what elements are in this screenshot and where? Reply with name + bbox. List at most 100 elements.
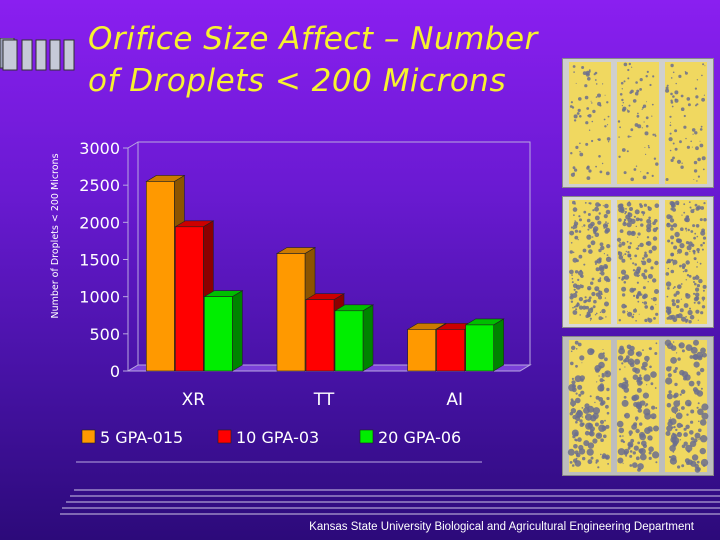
droplet-stain xyxy=(679,140,682,144)
droplet-stain xyxy=(598,424,606,432)
droplet-stain xyxy=(679,264,682,268)
droplet-stain xyxy=(655,407,658,409)
droplet-stain xyxy=(683,203,686,206)
droplet-stain xyxy=(604,265,608,269)
droplet-stain xyxy=(587,286,592,291)
droplet-stain xyxy=(648,456,652,460)
droplet-stain xyxy=(675,428,678,432)
droplet-stain xyxy=(689,430,694,435)
droplet-stain xyxy=(570,293,573,297)
droplet-stain xyxy=(647,281,649,283)
droplet-stain xyxy=(578,97,582,101)
droplet-stain xyxy=(700,311,704,315)
droplet-stain xyxy=(587,423,593,429)
droplet-stain xyxy=(643,253,648,258)
droplet-stain xyxy=(688,320,692,324)
droplet-stain xyxy=(604,419,606,422)
spray-card xyxy=(617,62,659,184)
droplet-stain xyxy=(579,355,585,361)
droplet-stain xyxy=(629,91,632,94)
droplet-stain xyxy=(649,365,652,369)
droplet-stain xyxy=(598,257,602,261)
droplet-stain xyxy=(582,305,587,310)
droplet-stain xyxy=(592,109,596,114)
droplet-stain xyxy=(683,211,686,214)
droplet-stain xyxy=(684,71,687,73)
droplet-stain xyxy=(572,207,578,212)
droplet-stain xyxy=(586,176,591,180)
droplet-stain xyxy=(671,105,674,108)
droplet-stain xyxy=(684,217,689,222)
droplet-stain xyxy=(699,437,702,440)
droplet-stain xyxy=(595,96,598,98)
droplet-stain xyxy=(685,137,687,140)
droplet-stain xyxy=(618,427,625,434)
droplet-stain xyxy=(573,71,575,73)
droplet-stain xyxy=(573,288,576,291)
droplet-stain xyxy=(636,247,639,250)
droplet-stain xyxy=(599,242,604,247)
droplet-stain xyxy=(573,214,575,216)
droplet-stain xyxy=(693,339,699,346)
droplet-stain xyxy=(667,421,673,427)
droplet-stain xyxy=(673,201,675,203)
droplet-stain xyxy=(677,248,683,254)
spray-card-image xyxy=(563,337,713,475)
droplet-stain xyxy=(621,303,627,309)
droplet-stain xyxy=(585,121,589,125)
droplet-stain xyxy=(589,395,592,398)
droplet-stain xyxy=(583,210,587,214)
droplet-stain xyxy=(607,463,609,465)
droplet-stain xyxy=(637,232,641,236)
legend-label: 10 GPA-03 xyxy=(236,428,319,447)
y-tick-label: 1500 xyxy=(79,251,120,270)
droplet-stain xyxy=(647,206,650,209)
droplet-stain xyxy=(670,227,674,231)
droplet-stain xyxy=(681,406,685,410)
droplet-stain xyxy=(695,146,699,151)
droplet-stain xyxy=(594,422,599,427)
droplet-stain xyxy=(685,230,687,232)
droplet-stain xyxy=(595,432,603,439)
droplet-stain xyxy=(575,145,579,149)
droplet-stain xyxy=(570,152,573,155)
droplet-stain xyxy=(579,152,584,157)
droplet-stain xyxy=(629,454,633,458)
droplet-stain xyxy=(671,406,679,414)
droplet-stain xyxy=(601,308,606,314)
droplet-stain xyxy=(670,63,674,68)
droplet-stain xyxy=(580,284,582,286)
droplet-stain xyxy=(570,101,573,104)
droplet-stain xyxy=(600,438,604,442)
droplet-stain xyxy=(605,171,610,176)
droplet-stain xyxy=(634,358,641,365)
droplet-stain xyxy=(625,208,627,210)
droplet-stain xyxy=(641,127,643,129)
droplet-stain xyxy=(571,377,574,380)
droplet-stain xyxy=(636,114,640,118)
droplet-stain xyxy=(570,226,574,229)
droplet-stain xyxy=(641,260,647,266)
droplet-stain xyxy=(575,412,582,419)
droplet-stain xyxy=(692,133,694,135)
droplet-stain xyxy=(685,293,689,297)
droplet-stain xyxy=(652,297,657,302)
bar-10-gpa-03-ai xyxy=(436,329,465,372)
droplet-stain xyxy=(645,153,647,155)
droplet-stain xyxy=(605,404,609,409)
droplet-stain xyxy=(695,309,700,314)
droplet-stain xyxy=(569,269,574,275)
droplet-stain xyxy=(644,412,652,420)
droplet-stain xyxy=(584,296,587,299)
droplet-stain xyxy=(648,446,654,452)
droplet-stain xyxy=(639,218,643,222)
droplet-stain xyxy=(672,259,678,265)
droplet-stain xyxy=(645,116,649,120)
droplet-stain xyxy=(654,387,657,389)
droplet-stain xyxy=(666,214,672,220)
droplet-stain xyxy=(622,462,624,464)
droplet-stain xyxy=(630,128,634,132)
droplet-stain xyxy=(665,86,669,90)
droplet-stain xyxy=(579,151,581,153)
droplet-stain xyxy=(678,74,682,78)
